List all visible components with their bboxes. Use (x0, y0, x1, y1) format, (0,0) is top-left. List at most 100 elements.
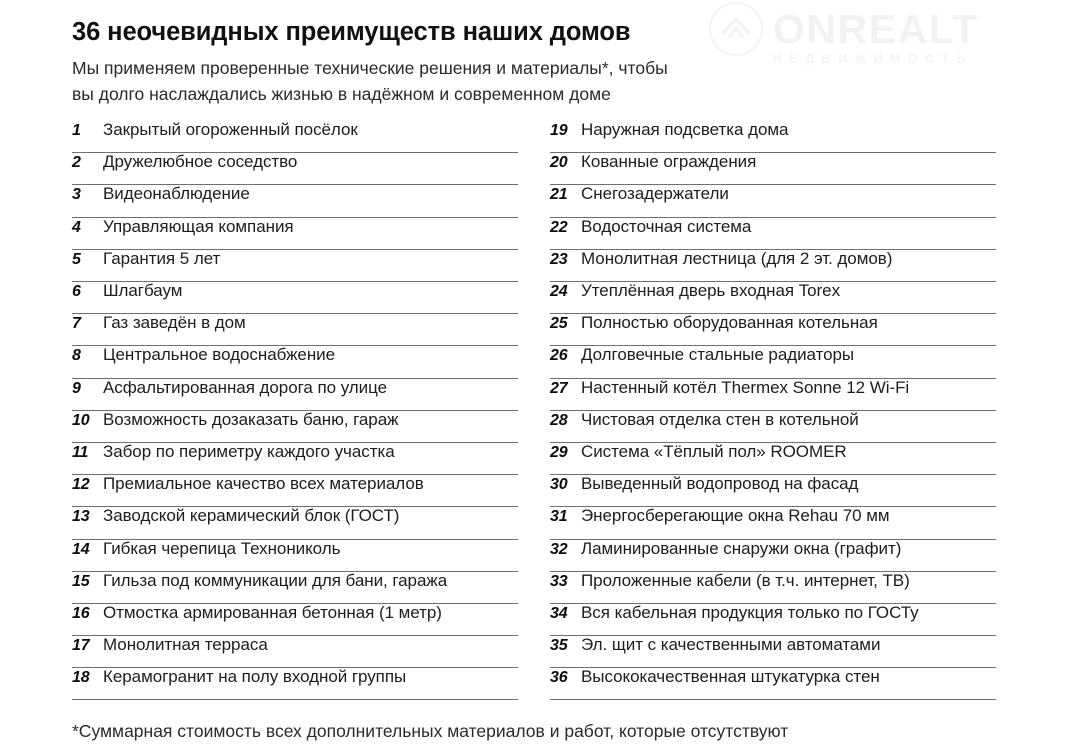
advantage-label: Возможность дозаказать баню, гараж (103, 409, 399, 429)
advantage-number: 19 (550, 122, 568, 140)
advantage-row: 13 Заводской керамический блок (ГОСТ) (72, 506, 518, 540)
advantage-label: Монолитная лестница (для 2 эт. домов) (581, 248, 893, 268)
advantage-number: 21 (550, 186, 568, 204)
advantage-number: 9 (72, 379, 81, 397)
page-title: 36 неочевидных преимуществ наших домов (72, 18, 631, 46)
advantage-number: 7 (72, 315, 81, 333)
advantage-label: Система «Тёплый пол» ROOMER (581, 441, 847, 461)
advantage-row: 3 Видеонаблюдение (72, 184, 518, 218)
advantage-row: 15 Гильза под коммуникации для бани, гара… (72, 572, 518, 604)
advantage-label: Гильза под коммуникации для бани, гаража (103, 570, 448, 590)
advantage-number: 34 (550, 604, 568, 622)
advantage-row: 14 Гибкая черепица Технониколь (72, 540, 518, 572)
advantage-number: 36 (550, 669, 568, 687)
advantage-number: 8 (72, 347, 81, 365)
advantage-row: 19 Наружная подсветка дома (550, 121, 996, 154)
advantage-row: 25 Полностью оборудованная котельная (550, 313, 996, 347)
advantage-number: 4 (72, 218, 81, 236)
advantage-row: 11 Забор по периметру каждого участка (72, 441, 518, 476)
advantage-label: Чистовая отделка стен в котельной (581, 409, 859, 429)
advantage-row: 22 Водосточная система (550, 218, 996, 250)
advantage-label: Шлагбаум (103, 281, 183, 300)
advantage-row: 36 Высококачественная штукатурка стен (550, 667, 996, 701)
advantage-number: 27 (550, 379, 568, 397)
page-subtitle: Мы применяем проверенные технические реш… (72, 56, 812, 107)
advantage-label: Эл. щит с качественными автоматами (581, 635, 881, 655)
advantage-label: Выведенный водопровод на фасад (581, 474, 859, 494)
advantage-number: 31 (550, 508, 568, 526)
advantage-number: 25 (550, 315, 568, 333)
advantage-row: 35 Эл. щит с качественными автоматами (550, 635, 996, 669)
advantages-column-right: 19 Наружная подсветка дома 20 Кованные огра… (550, 121, 996, 701)
advantage-row: 10 Возможность дозаказать баню, гараж (72, 411, 518, 443)
advantage-row: 26 Долговечные стальные радиаторы (550, 345, 996, 379)
footnote: *Суммарная стоимость всех дополнительных… (72, 721, 789, 742)
advantage-number: 22 (550, 218, 568, 236)
page-subtitle-line-1: Мы применяем проверенные технические реш… (72, 58, 668, 79)
advantage-label: Керамогранит на полу входной группы (103, 667, 407, 687)
advantage-row: 8 Центральное водоснабжение (72, 346, 518, 379)
advantage-row: 32 Ламинированные снаружи окна (графит) (550, 540, 996, 572)
advantage-label: Утеплённая дверь входная Torex (581, 281, 841, 300)
advantage-label: Забор по периметру каждого участка (103, 441, 395, 461)
advantage-label: Заводской керамический блок (ГОСТ) (103, 506, 400, 526)
advantage-number: 35 (550, 637, 568, 655)
advantage-row: 34 Вся кабельная продукция только по ГОСТ… (550, 602, 996, 637)
advantage-label: Асфальтированная дорога по улице (103, 377, 387, 397)
advantage-label: Видеонаблюдение (103, 184, 250, 204)
advantage-number: 5 (72, 250, 81, 268)
advantage-row: 29 Система «Тёплый пол» ROOMER (550, 441, 996, 476)
advantage-number: 20 (550, 154, 568, 172)
advantage-label: Закрытый огороженный посёлок (103, 120, 358, 140)
advantage-label: Дружелюбное соседство (103, 152, 298, 172)
advantage-row: 28 Чистовая отделка стен в котельной (550, 411, 996, 443)
advantage-row: 17 Монолитная терраса (72, 636, 518, 669)
advantage-label: Высококачественная штукатурка стен (581, 667, 880, 687)
advantage-number: 2 (72, 154, 81, 172)
advantage-row: 6 Шлагбаум (72, 281, 518, 315)
page-subtitle-line-2: вы долго наслаждались жизнью в надёжном … (72, 83, 611, 104)
advantage-label: Гарантия 5 лет (103, 248, 221, 268)
advantage-label: Кованные ограждения (581, 152, 757, 172)
advantage-label: Энергосберегающие окна Rehau 70 мм (581, 506, 890, 526)
advantage-row: 23 Монолитная лестница (для 2 эт. домов) (550, 250, 996, 282)
advantage-label: Ламинированные снаружи окна (графит) (581, 538, 902, 558)
advantage-number: 14 (72, 540, 90, 558)
advantage-number: 10 (72, 411, 90, 429)
advantage-number: 3 (72, 186, 81, 204)
advantage-label: Вся кабельная продукция только по ГОСТу (581, 602, 919, 622)
advantage-row: 24 Утеплённая дверь входная Torex (550, 281, 996, 315)
advantage-row: 7 Газ заведён в дом (72, 313, 518, 347)
advantage-number: 28 (550, 411, 568, 429)
advantage-label: Премиальное качество всех материалов (103, 474, 424, 494)
advantage-number: 12 (72, 476, 90, 494)
advantage-label: Гибкая черепица Технониколь (103, 538, 341, 558)
advantage-number: 16 (72, 604, 90, 622)
advantage-row: 5 Гарантия 5 лет (72, 250, 518, 282)
advantage-label: Отмостка армированная бетонная (1 метр) (103, 602, 442, 622)
advantages-column-left: 1 Закрытый огороженный посёлок 2 Дружелюбно… (72, 120, 518, 701)
advantage-label: Полностью оборудованная котельная (581, 313, 878, 333)
advantage-row: 9 Асфальтированная дорога по улице (72, 379, 518, 411)
advantage-label: Водосточная система (581, 216, 752, 236)
advantage-row: 33 Проложенные кабели (в т.ч. интернет, Т… (550, 572, 996, 604)
advantage-number: 29 (550, 443, 568, 461)
advantage-label: Снегозадержатели (581, 184, 729, 204)
advantage-row: 16 Отмостка армированная бетонная (1 метр… (72, 602, 518, 637)
advantage-label: Настенный котёл Thermex Sonne 12 Wi-Fi (581, 377, 910, 397)
advantage-number: 17 (72, 637, 90, 655)
advantage-row: 12 Премиальное качество всех материалов (72, 474, 518, 508)
advantage-label: Газ заведён в дом (103, 313, 246, 333)
advantage-row: 21 Снегозадержатели (550, 184, 996, 218)
advantage-number: 6 (72, 283, 81, 300)
advantage-number: 18 (72, 669, 90, 687)
advantage-number: 11 (72, 443, 89, 461)
advantage-number: 32 (550, 540, 568, 558)
advantages-columns: 1 Закрытый огороженный посёлок 2 Дружелюбно… (72, 120, 996, 701)
advantage-row: 18 Керамогранит на полу входной группы (72, 667, 518, 701)
advantage-row: 20 Кованные ограждения (550, 152, 996, 186)
advantage-number: 1 (72, 122, 81, 140)
advantage-row: 1 Закрытый огороженный посёлок (72, 120, 518, 154)
advantage-label: Долговечные стальные радиаторы (581, 345, 855, 365)
